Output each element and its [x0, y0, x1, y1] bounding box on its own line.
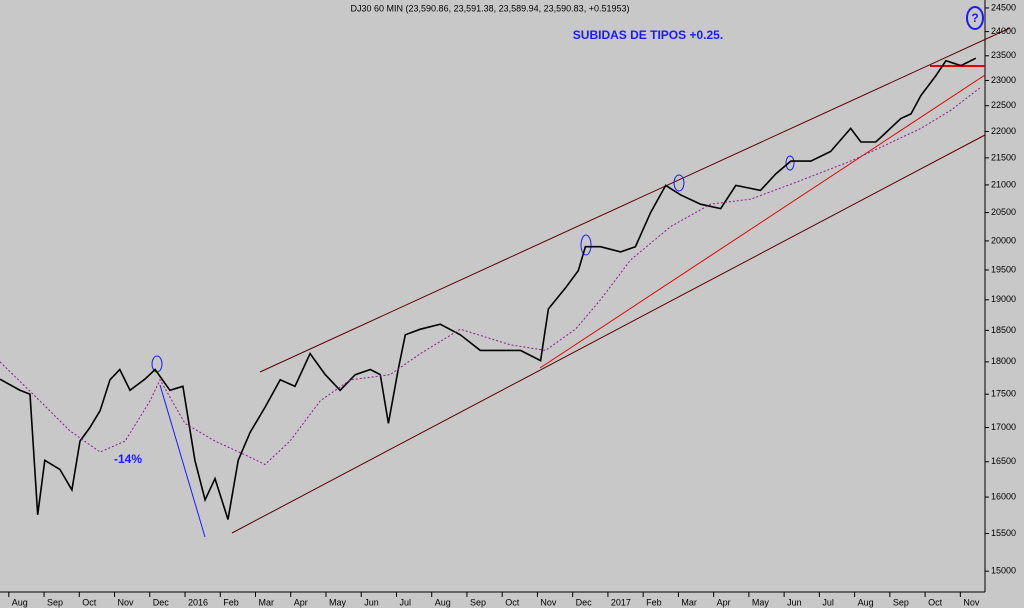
- x-tick-label: Jun: [364, 597, 379, 607]
- y-tick-label: 17500: [991, 389, 1016, 399]
- marker-circle: [580, 234, 592, 256]
- x-tick-label: Sep: [47, 597, 63, 607]
- x-tick-label: Sep: [470, 597, 486, 607]
- x-tick-label: 2016: [188, 597, 208, 607]
- drop-line: [159, 384, 206, 538]
- x-tick-label: Aug: [435, 597, 451, 607]
- y-tick-label: 23500: [991, 50, 1016, 60]
- y-tick-label: 24000: [991, 26, 1016, 36]
- x-tick-label: Jul: [399, 597, 411, 607]
- y-tick-label: 18500: [991, 325, 1016, 335]
- x-tick-label: Aug: [12, 597, 28, 607]
- y-tick-label: 19500: [991, 264, 1016, 274]
- annotation: ?: [971, 11, 978, 25]
- y-tick-label: 16500: [991, 456, 1016, 466]
- marker-circle: [785, 155, 795, 171]
- marker-circle: [966, 6, 984, 30]
- x-tick-label: May: [752, 597, 770, 607]
- x-tick-label: Sep: [893, 597, 909, 607]
- x-tick-label: Mar: [681, 597, 697, 607]
- y-tick-label: 18000: [991, 356, 1016, 366]
- x-tick-label: Dec: [576, 597, 593, 607]
- y-tick-label: 21000: [991, 179, 1016, 189]
- chart-title: DJ30 60 MIN (23,590.86, 23,591.38, 23,58…: [351, 3, 630, 13]
- x-tick-label: Feb: [223, 597, 239, 607]
- x-tick-label: Oct: [505, 597, 520, 607]
- x-tick-label: Jun: [787, 597, 802, 607]
- x-tick-label: Apr: [717, 597, 731, 607]
- y-tick-label: 21500: [991, 152, 1016, 162]
- y-tick-label: 15000: [991, 566, 1016, 576]
- y-tick-label: 17000: [991, 422, 1016, 432]
- x-tick-label: Nov: [963, 597, 980, 607]
- y-tick-label: 23000: [991, 75, 1016, 85]
- x-tick-label: Oct: [928, 597, 943, 607]
- price-line: [0, 86, 982, 466]
- marker-circle: [673, 174, 685, 192]
- y-tick-label: 24500: [991, 2, 1016, 12]
- x-tick-label: Apr: [294, 597, 308, 607]
- x-tick-label: Nov: [118, 597, 135, 607]
- x-tick-label: Aug: [858, 597, 874, 607]
- support-line: [539, 74, 986, 369]
- y-tick-label: 20000: [991, 235, 1016, 245]
- x-tick-label: Oct: [82, 597, 97, 607]
- annotation: SUBIDAS DE TIPOS +0.25.: [573, 28, 723, 42]
- x-tick-label: Dec: [153, 597, 170, 607]
- plot: [0, 57, 982, 520]
- x-tick-label: Nov: [540, 597, 557, 607]
- price-line: [0, 57, 977, 520]
- x-tick-label: 2017: [611, 597, 631, 607]
- y-tick-label: 22500: [991, 100, 1016, 110]
- y-tick-label: 15500: [991, 528, 1016, 538]
- x-tick-label: Feb: [646, 597, 662, 607]
- annotation: -14%: [114, 452, 142, 466]
- y-tick-label: 19000: [991, 294, 1016, 304]
- x-tick-label: May: [329, 597, 347, 607]
- y-tick-label: 16000: [991, 491, 1016, 501]
- y-tick-label: 22000: [991, 126, 1016, 136]
- channel-upper: [259, 27, 1011, 373]
- x-tick-label: Mar: [259, 597, 275, 607]
- x-tick-label: Jul: [822, 597, 834, 607]
- channel-lower: [231, 134, 986, 534]
- y-tick-label: 20500: [991, 207, 1016, 217]
